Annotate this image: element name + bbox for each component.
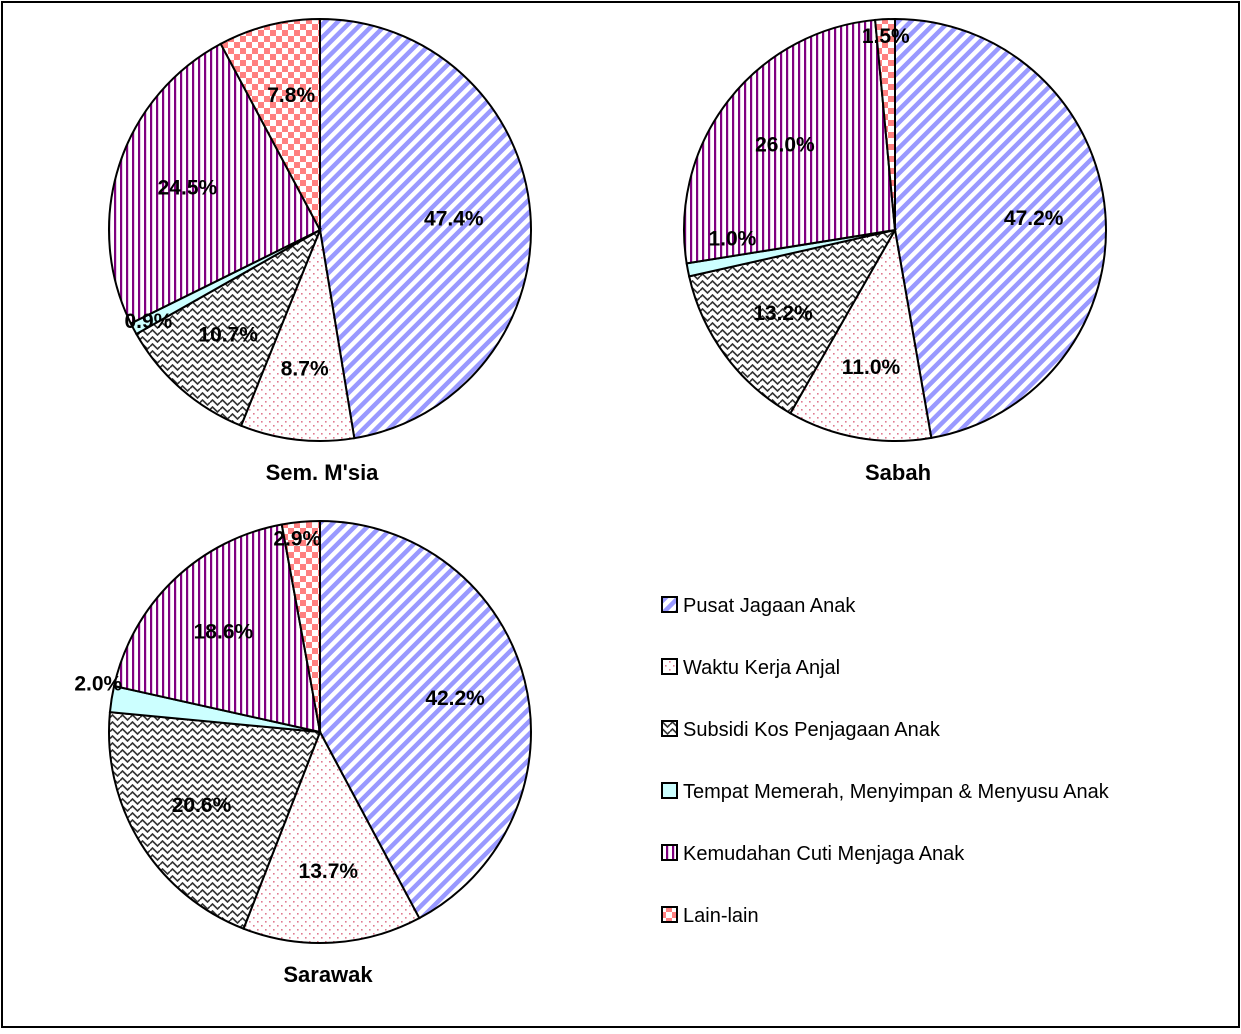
slice-label-sabah-waktu-kerja-anjal: 11.0% <box>842 356 901 379</box>
legend-swatch <box>661 844 678 861</box>
pie-slice-sabah-lain-lain <box>874 17 896 231</box>
legend: Pusat Jagaan Anak Waktu Kerja Anjal Subs… <box>661 595 1110 927</box>
pie-slice-sem-m-sia-waktu-kerja-anjal <box>239 226 356 442</box>
pie-slice-sarawak-subsidi-kos-penjagaan-anak <box>108 711 322 930</box>
pie-slice-sabah-waktu-kerja-anjal <box>788 227 933 442</box>
legend-label: Waktu Kerja Anjal <box>683 657 840 679</box>
slice-label-sabah-lain-lain: 1.5% <box>862 25 910 48</box>
legend-item-pusat-jagaan-anak: Pusat Jagaan Anak <box>661 595 856 617</box>
slice-label-sabah-tempat-memerah-menyimpan-menyusu-anak: 1.0% <box>708 228 756 251</box>
pie-slice-sem-m-sia-subsidi-kos-penjagaan-anak <box>135 227 322 427</box>
slice-label-sem-m-sia-kemudahan-cuti-menjaga-anak: 24.5% <box>158 176 218 199</box>
pie-slice-sarawak-pusat-jagaan-anak <box>319 519 532 920</box>
slice-label-sarawak-tempat-memerah-menyimpan-menyusu-anak: 2.0% <box>74 673 122 696</box>
legend-label: Lain-lain <box>683 905 759 927</box>
slice-label-sem-m-sia-subsidi-kos-penjagaan-anak: 10.7% <box>198 324 258 347</box>
slice-label-sarawak-lain-lain: 2.9% <box>273 528 321 551</box>
legend-label: Kemudahan Cuti Menjaga Anak <box>683 843 965 865</box>
slice-label-sem-m-sia-waktu-kerja-anjal: 8.7% <box>281 357 329 380</box>
pie-title-sabah: Sabah <box>865 460 931 485</box>
pie-charts: 47.4% 8.7% 10.7% 0.9% 24.5% 7.8% 47.2% 11.0% 13.… <box>74 17 1107 944</box>
slice-label-sabah-kemudahan-cuti-menjaga-anak: 26.0% <box>755 134 815 157</box>
pie-slice-sem-m-sia-pusat-jagaan-anak <box>319 17 532 440</box>
legend-label: Tempat Memerah, Menyimpan & Menyusu Anak <box>683 781 1110 803</box>
pie-slice-sabah-subsidi-kos-penjagaan-anak <box>687 228 897 415</box>
slice-label-sem-m-sia-lain-lain: 7.8% <box>267 84 315 107</box>
pie-slice-sem-m-sia-lain-lain <box>219 17 321 231</box>
pie-slice-sarawak-lain-lain <box>280 519 321 733</box>
legend-item-subsidi-kos: Subsidi Kos Penjagaan Anak <box>661 719 941 741</box>
slice-label-sabah-subsidi-kos-penjagaan-anak: 13.2% <box>753 302 813 325</box>
legend-item-lain-lain: Lain-lain <box>661 905 759 927</box>
slice-label-sarawak-pusat-jagaan-anak: 42.2% <box>425 687 485 710</box>
legend-label: Pusat Jagaan Anak <box>683 595 856 617</box>
slice-label-sabah-pusat-jagaan-anak: 47.2% <box>1004 207 1064 230</box>
legend-swatch <box>661 782 678 799</box>
slice-label-sem-m-sia-tempat-memerah-menyimpan-menyusu-anak: 0.9% <box>124 310 172 333</box>
legend-swatch <box>661 720 678 737</box>
pie-title-sarawak: Sarawak <box>283 962 373 987</box>
pie-slice-sabah-kemudahan-cuti-menjaga-anak <box>683 18 897 265</box>
slice-label-sarawak-waktu-kerja-anjal: 13.7% <box>299 860 359 883</box>
pie-slice-sarawak-kemudahan-cuti-menjaga-anak <box>112 523 322 734</box>
slice-label-sem-m-sia-pusat-jagaan-anak: 47.4% <box>424 208 484 231</box>
legend-item-waktu-kerja-anjal: Waktu Kerja Anjal <box>661 657 840 679</box>
legend-item-kemudahan-cuti: Kemudahan Cuti Menjaga Anak <box>661 843 965 865</box>
pie-title-sem-msia: Sem. M'sia <box>266 460 380 485</box>
legend-swatch <box>661 658 678 675</box>
pie-slice-sabah-pusat-jagaan-anak <box>894 17 1107 440</box>
pie-slice-sarawak-waktu-kerja-anjal <box>242 729 421 944</box>
legend-swatch <box>661 906 678 923</box>
pie-slice-sem-m-sia-kemudahan-cuti-menjaga-anak <box>108 42 322 325</box>
legend-swatch <box>661 596 678 613</box>
slice-label-sarawak-subsidi-kos-penjagaan-anak: 20.6% <box>172 794 232 817</box>
legend-item-tempat-memerah: Tempat Memerah, Menyimpan & Menyusu Anak <box>661 781 1110 803</box>
slice-label-sarawak-kemudahan-cuti-menjaga-anak: 18.6% <box>194 621 254 644</box>
legend-label: Subsidi Kos Penjagaan Anak <box>683 719 941 741</box>
